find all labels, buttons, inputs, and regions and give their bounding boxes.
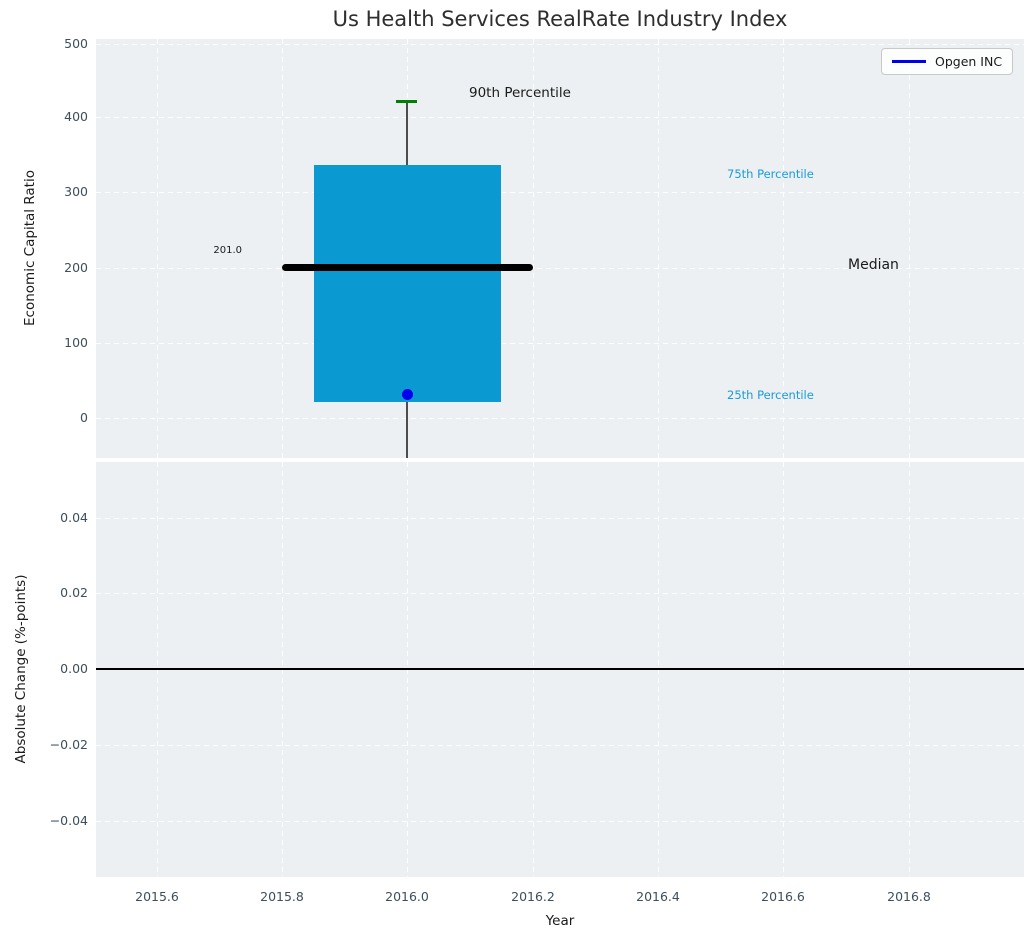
gridline-h	[96, 518, 1024, 519]
top-axes: 201.0 90th Percentile 75th Percentile Me…	[96, 39, 1024, 458]
xtick-2015.6: 2015.6	[135, 889, 179, 904]
xlabel-year: Year	[545, 913, 575, 929]
legend-line-swatch	[892, 60, 926, 63]
xtick-2016.8: 2016.8	[887, 889, 931, 904]
ytick-500: 500	[64, 36, 88, 51]
median-label: Median	[848, 257, 899, 273]
gridline-h	[96, 821, 1024, 822]
ytick-0.02: 0.02	[60, 585, 88, 600]
gridline-h	[96, 745, 1024, 746]
gridline-v	[157, 39, 158, 458]
xtick-2016.6: 2016.6	[761, 889, 805, 904]
gridline-v	[658, 39, 659, 458]
chart-title: Us Health Services RealRate Industry Ind…	[332, 7, 788, 31]
ytick-200: 200	[64, 260, 88, 275]
iqr-box	[314, 165, 501, 402]
gridline-v	[282, 39, 283, 458]
ytick-0: 0	[80, 410, 88, 425]
legend: Opgen INC	[881, 48, 1014, 75]
ytick-400: 400	[64, 109, 88, 124]
ytick--0.04: −0.04	[49, 813, 88, 828]
median-value-label: 201.0	[213, 245, 242, 256]
zero-line	[96, 668, 1024, 670]
ytick--0.02: −0.02	[49, 737, 88, 752]
gridline-v	[533, 39, 534, 458]
xtick-2016.4: 2016.4	[636, 889, 680, 904]
top-ylabel: Economic Capital Ratio	[22, 170, 38, 326]
gridline-h	[96, 268, 1024, 269]
p25-label: 25th Percentile	[727, 388, 814, 402]
median-line	[282, 264, 533, 271]
gridline-h	[96, 593, 1024, 594]
bottom-ylabel: Absolute Change (%-points)	[13, 574, 29, 764]
gridline-h	[96, 44, 1024, 45]
p90-label: 90th Percentile	[469, 85, 571, 101]
ytick-0.00: 0.00	[60, 661, 88, 676]
opgen-data-point	[402, 389, 413, 400]
legend-label: Opgen INC	[935, 54, 1003, 69]
gridline-v	[783, 39, 784, 458]
xtick-2016.2: 2016.2	[511, 889, 555, 904]
xtick-2015.8: 2015.8	[260, 889, 304, 904]
gridline-h	[96, 192, 1024, 193]
xtick-2016.0: 2016.0	[385, 889, 429, 904]
gridline-h	[96, 117, 1024, 118]
gridline-v	[909, 39, 910, 458]
p75-label: 75th Percentile	[727, 167, 814, 181]
ytick-100: 100	[64, 335, 88, 350]
p90-cap	[396, 100, 417, 103]
gridline-h	[96, 343, 1024, 344]
ytick-300: 300	[64, 184, 88, 199]
gridline-h	[96, 418, 1024, 419]
bottom-axes	[96, 462, 1024, 877]
ytick-0.04: 0.04	[60, 510, 88, 525]
